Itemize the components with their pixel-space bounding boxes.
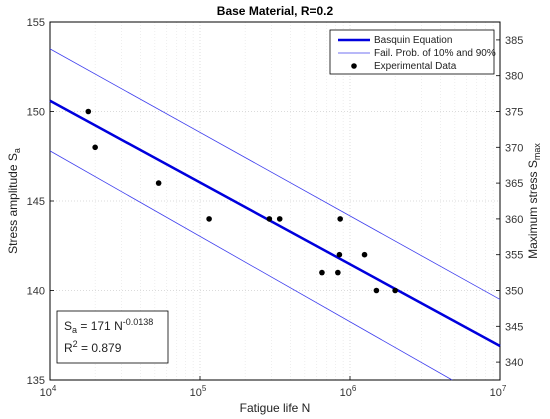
- data-point: [266, 216, 273, 222]
- x-tick-exp: 5: [202, 384, 207, 393]
- y-axis-right: 340 345 350 355 360 365 370 375 380 385: [496, 35, 523, 369]
- data-point: [392, 287, 398, 294]
- y-tick-label: 145: [27, 196, 45, 208]
- y-tick-label: 155: [27, 17, 45, 29]
- x-tick-exp: 7: [502, 384, 507, 393]
- annotation-box: [56, 310, 169, 364]
- annotation-eq-sub: a: [72, 325, 77, 335]
- y-axis-label-base: Stress amplitude S: [6, 153, 20, 254]
- data-point: [276, 216, 283, 222]
- x-tick-base: 10: [490, 387, 502, 399]
- x-axis: 104 105 106 107: [40, 376, 507, 399]
- annotation-eq-s: S: [64, 319, 72, 333]
- data-point: [92, 144, 98, 151]
- legend-marker-experimental: [351, 63, 357, 69]
- y2-tick-label: 365: [505, 178, 523, 190]
- x-tick-exp: 6: [352, 384, 357, 393]
- data-point: [155, 180, 162, 186]
- data-point: [361, 251, 368, 258]
- y2-tick-label: 375: [505, 107, 523, 119]
- x-tick-base: 10: [40, 387, 52, 399]
- data-point: [336, 251, 343, 258]
- chart-title: Base Material, R=0.2: [217, 4, 334, 18]
- y2-tick-label: 370: [505, 142, 523, 154]
- y2-tick-label: 385: [505, 35, 523, 47]
- annotation-r2-r: R: [64, 341, 73, 355]
- equation-annotation: Sa = 171 N-0.0138 R2 = 0.879: [56, 310, 169, 364]
- annotation-r2: R2 = 0.879: [64, 339, 122, 355]
- x-tick-base: 10: [340, 387, 352, 399]
- y2-tick-label: 350: [505, 286, 523, 298]
- data-point: [319, 269, 325, 276]
- basquin-line: [49, 99, 501, 348]
- x-tick-label: 107: [490, 384, 507, 399]
- y-axis-label-sub: a: [12, 148, 22, 153]
- series-layer: [49, 48, 501, 381]
- y-tick-label: 150: [27, 107, 45, 119]
- data-point: [85, 108, 92, 115]
- legend-box: [329, 29, 495, 75]
- data-point: [206, 216, 212, 222]
- annotation-equation: Sa = 171 N-0.0138: [64, 317, 153, 335]
- y-tick-label: 140: [27, 286, 45, 298]
- data-point: [373, 287, 380, 294]
- annotation-eq-body: = 171 N: [77, 319, 123, 333]
- data-point: [335, 269, 341, 276]
- y2-axis-label-base: Maximum stress S: [526, 160, 540, 259]
- x-axis-label: Fatigue life N: [240, 401, 311, 415]
- x-tick-label: 104: [40, 384, 57, 399]
- x-tick-label: 105: [190, 384, 207, 399]
- y-axis-left: 135 140 145 150 155: [27, 17, 54, 387]
- y2-tick-label: 340: [505, 357, 523, 369]
- legend-label-basquin: Basquin Equation: [374, 35, 452, 46]
- annotation-r2-value: = 0.879: [78, 341, 122, 355]
- y2-tick-label: 355: [505, 250, 523, 262]
- annotation-eq-exp: -0.0138: [123, 317, 154, 327]
- data-point: [337, 216, 343, 222]
- y2-tick-label: 380: [505, 71, 523, 83]
- y-tick-label: 135: [27, 375, 45, 387]
- y2-axis-label: Maximum stress Smax: [526, 143, 542, 259]
- y2-tick-label: 345: [505, 321, 523, 333]
- y2-tick-label: 360: [505, 214, 523, 226]
- y2-axis-label-sub: max: [532, 143, 542, 161]
- x-tick-base: 10: [190, 387, 202, 399]
- legend-label-fail-prob: Fail. Prob. of 10% and 90%: [374, 48, 496, 59]
- legend: Basquin Equation Fail. Prob. of 10% and …: [329, 29, 496, 75]
- fail-prob-lower-line: [49, 150, 453, 381]
- fail-prob-upper-line: [49, 48, 501, 300]
- annotation-r2-sup: 2: [73, 339, 78, 349]
- x-tick-exp: 4: [52, 384, 57, 393]
- legend-label-experimental: Experimental Data: [374, 61, 457, 72]
- y-axis-label: Stress amplitude Sa: [6, 148, 22, 254]
- x-tick-label: 106: [340, 384, 357, 399]
